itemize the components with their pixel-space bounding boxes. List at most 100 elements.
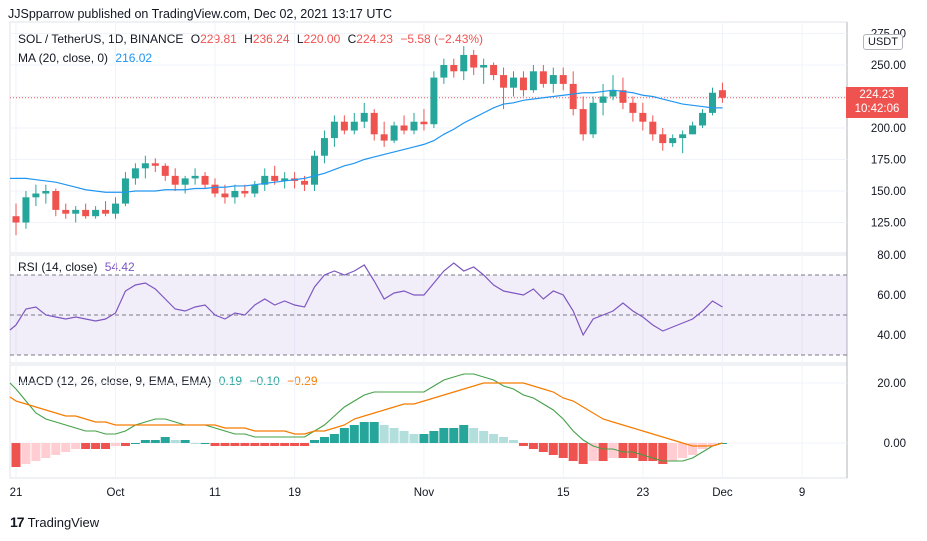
macd-histogram-bar [71, 443, 81, 449]
last-price: 224.23 [859, 89, 895, 101]
x-tick-label: Nov [414, 487, 435, 499]
candle-body [181, 178, 189, 185]
macd-histogram-bar [628, 443, 638, 458]
candle-body [470, 54, 478, 68]
macd-histogram-bar [190, 443, 200, 444]
high-value: H236.24 [244, 32, 290, 46]
macd-histogram-bar [200, 443, 210, 444]
candle-body [390, 125, 398, 141]
candle-body [72, 209, 80, 214]
macd-histogram-bar [339, 428, 349, 443]
macd-histogram-bar [101, 443, 111, 449]
macd-label[interactable]: MACD (12, 26, close, 9, EMA, EMA) [18, 374, 212, 388]
candle-body [241, 191, 249, 194]
macd-histogram-bar [310, 440, 319, 443]
currency-badge[interactable]: USDT [863, 34, 903, 50]
symbol-name[interactable]: SOL / TetherUS, 1D, BINANCE [18, 32, 184, 46]
ma-label[interactable]: MA (20, close, 0) [18, 51, 109, 65]
macd-histogram-bar [290, 443, 300, 446]
macd-histogram-bar [588, 443, 598, 461]
candle-body [271, 175, 279, 181]
bar-countdown: 10:42:06 [854, 103, 900, 115]
tradingview-brand[interactable]: 17 TradingView [10, 514, 99, 530]
candle-body [500, 75, 508, 88]
candle-body [231, 191, 239, 198]
signal-line [15, 382, 723, 447]
candle-body [330, 121, 338, 139]
candle-body [311, 155, 318, 185]
rsi-line-extension [9, 324, 17, 331]
symbol-legend: SOL / TetherUS, 1D, BINANCE O229.81 H236… [18, 32, 487, 46]
macd-histogram-bar [459, 425, 469, 443]
price-tick-label: 200.00 [871, 123, 906, 135]
macd-histogram-bar [678, 443, 688, 458]
price-tick-label: 250.00 [871, 60, 906, 72]
macd-histogram-bar [479, 431, 489, 443]
candle-body [639, 112, 647, 122]
macd-histogram-bar [429, 431, 439, 443]
candle-body [430, 77, 438, 125]
candle-body [340, 121, 348, 131]
candle-body [62, 209, 70, 214]
candle-body [131, 168, 139, 179]
candle-body [480, 65, 488, 68]
macd-histogram-bar [111, 443, 120, 446]
candle-body [450, 65, 458, 72]
last-price-tag: 224.23 10:42:06 [846, 87, 908, 118]
x-tick-label: 21 [10, 487, 23, 499]
candle-body [161, 165, 169, 176]
macd-histogram-bar [658, 443, 668, 464]
candle-body [718, 90, 726, 98]
macd-histogram-bar [11, 443, 21, 467]
candle-body [261, 175, 269, 185]
macd-histogram-bar [280, 443, 290, 446]
macd-histogram-bar [140, 440, 150, 443]
rsi-legend: RSI (14, close) 54.42 [18, 260, 139, 274]
macd-histogram-bar [618, 443, 628, 458]
macd-legend: MACD (12, 26, close, 9, EMA, EMA) 0.19 −… [18, 374, 322, 388]
publisher-line: JJSpparrow published on TradingView.com,… [8, 7, 393, 21]
macd-histogram-bar [61, 443, 71, 452]
macd-histogram-bar [260, 443, 270, 446]
macd-histogram-bar [91, 443, 101, 449]
macd-histogram-bar [489, 434, 499, 443]
macd-line-extension [9, 382, 17, 390]
macd-histogram-bar [170, 440, 180, 443]
macd-histogram-bar [160, 437, 170, 443]
signal-line-extension [9, 396, 17, 402]
macd-histogram-bar [319, 437, 329, 443]
macd-histogram-bar [41, 443, 51, 458]
candle-body [400, 125, 408, 131]
macd-histogram-bar [31, 443, 41, 461]
macd-histogram-bar [270, 443, 280, 446]
candle-body [539, 71, 547, 84]
candle-body [52, 191, 60, 210]
candle-body [121, 178, 129, 204]
rsi-label[interactable]: RSI (14, close) [18, 260, 98, 274]
candle-body [529, 71, 537, 91]
macd-histogram-bar [300, 443, 310, 446]
candle-body [151, 163, 159, 166]
candle-body [221, 193, 229, 198]
candle-body [32, 193, 40, 198]
price-tick-label: 150.00 [871, 186, 906, 198]
rsi-value: 54.42 [104, 260, 135, 274]
x-tick-label: 23 [636, 487, 649, 499]
candle-body [629, 102, 637, 113]
macd-histogram-bar [349, 425, 359, 443]
candle-body [619, 90, 627, 103]
close-value: C224.23 [347, 32, 393, 46]
low-value: L220.00 [296, 32, 341, 46]
macd-value-2: −0.10 [249, 374, 280, 388]
macd-line [15, 373, 723, 462]
candle-body [82, 209, 90, 217]
candle-body [490, 65, 498, 76]
macd-histogram-bar [499, 437, 509, 443]
macd-histogram-bar [409, 434, 419, 443]
candle-body [549, 75, 557, 84]
rsi-tick-label: 80.00 [877, 250, 906, 262]
candle-body [460, 54, 468, 72]
candle-body [659, 134, 667, 144]
candle-body [679, 134, 687, 139]
